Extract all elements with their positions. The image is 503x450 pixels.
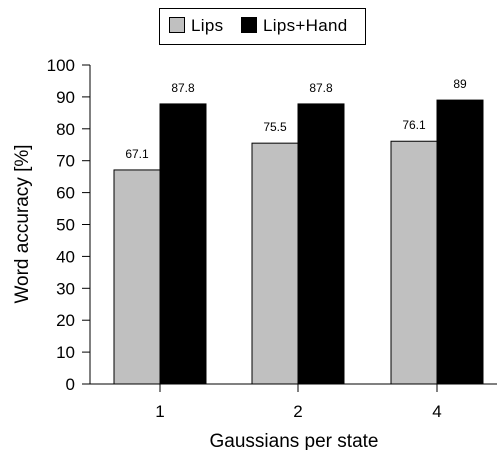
- y-tick-label: 100: [47, 56, 75, 75]
- y-tick-label: 70: [56, 152, 75, 171]
- legend-box: [159, 8, 366, 45]
- x-tick-label: 2: [293, 402, 302, 421]
- legend-label-lips-hand: Lips+Hand: [263, 16, 347, 35]
- value-labels: 67.1 87.8 75.5 87.8 76.1 89: [125, 77, 467, 161]
- y-tick-label: 80: [56, 120, 75, 139]
- y-tick-label: 40: [56, 247, 75, 266]
- y-axis-title: Word accuracy [%]: [12, 144, 33, 303]
- bar-lips-hand-4: [436, 99, 484, 385]
- legend-swatch-lips-hand: [241, 17, 257, 33]
- y-tick-label: 50: [56, 216, 75, 235]
- legend-label-lips: Lips: [191, 16, 223, 35]
- value-label: 87.8: [309, 81, 333, 95]
- y-tick-label: 0: [66, 375, 75, 394]
- legend-swatch-lips: [169, 17, 185, 33]
- legend: Lips Lips+Hand: [159, 8, 366, 45]
- bars: [113, 99, 484, 385]
- value-label: 75.5: [263, 120, 287, 134]
- x-axis-title: Gaussians per state: [210, 431, 379, 450]
- y-ticks: 0 10 20 30 40 50 60 70 80 90 100: [47, 56, 90, 394]
- value-label: 67.1: [125, 147, 149, 161]
- x-tick-label: 1: [155, 402, 164, 421]
- x-ticks: 1 2 4: [155, 384, 442, 421]
- bar-lips-1: [113, 169, 161, 385]
- y-tick-label: 60: [56, 184, 75, 203]
- bar-lips-2: [251, 142, 299, 385]
- value-label: 76.1: [402, 118, 426, 132]
- bar-lips-4: [390, 140, 438, 385]
- y-tick-label: 20: [56, 311, 75, 330]
- bar-lips-hand-1: [159, 103, 207, 385]
- y-tick-label: 30: [56, 279, 75, 298]
- x-tick-label: 4: [432, 402, 441, 421]
- value-label: 87.8: [171, 81, 195, 95]
- value-label: 89: [453, 77, 467, 91]
- y-tick-label: 90: [56, 88, 75, 107]
- bar-lips-hand-2: [297, 103, 345, 385]
- y-tick-label: 10: [56, 343, 75, 362]
